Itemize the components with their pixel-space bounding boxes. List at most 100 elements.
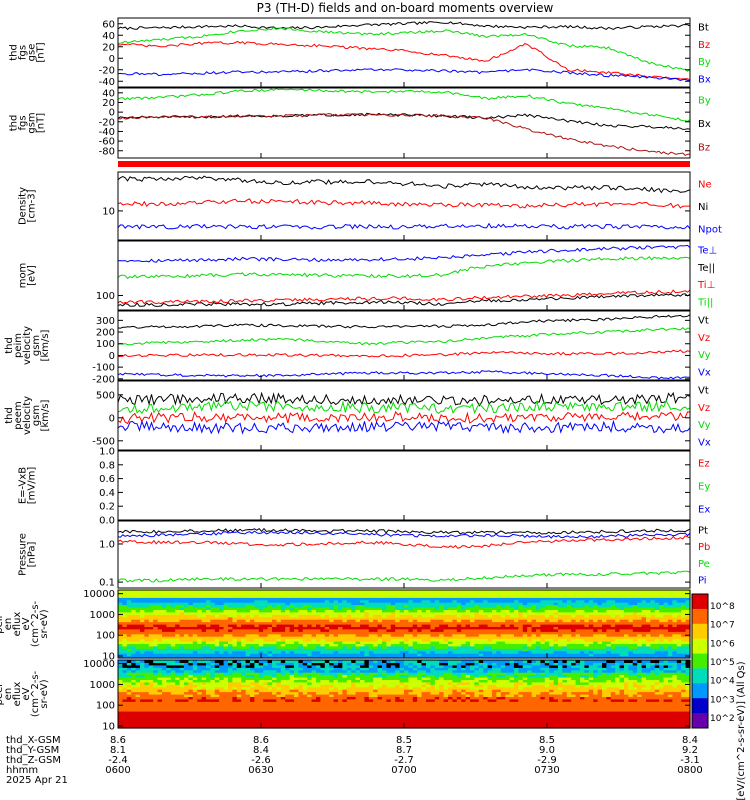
spectrogram-cell	[439, 621, 445, 625]
spectrogram-cell	[382, 650, 387, 654]
spectrogram-cell	[368, 607, 374, 610]
spectrogram-cell	[254, 669, 260, 673]
spectrogram-cell	[593, 645, 599, 649]
spectrogram-cell	[654, 594, 660, 598]
spectrogram-cell	[135, 609, 141, 613]
y-axis-label: thdpeirenefluxeV(cm^2-s-sr-eV)	[0, 600, 50, 647]
spectrogram-cell	[452, 626, 458, 630]
spectrogram-cell	[434, 653, 440, 657]
spectrogram-cell	[461, 592, 467, 596]
spectrogram-cell	[355, 614, 361, 618]
y-tick-label: -60	[99, 137, 115, 148]
spectrogram-cell	[162, 674, 167, 678]
spectrogram-cell	[434, 636, 440, 640]
spectrogram-cell	[307, 614, 313, 618]
spectrogram-cell	[307, 641, 313, 644]
spectrogram-cell	[214, 660, 220, 663]
spectrogram-cell	[492, 650, 497, 654]
spectrogram-cell	[522, 599, 528, 603]
spectrogram-cell	[624, 653, 629, 657]
spectrogram-cell	[148, 713, 154, 717]
spectrogram-cell	[166, 590, 172, 593]
spectrogram-cell	[166, 648, 172, 652]
spectrogram-cell	[131, 594, 137, 598]
spectrogram-cell	[153, 715, 159, 719]
spectrogram-cell	[250, 686, 255, 690]
spectrogram-cell	[606, 650, 612, 654]
spectrogram-cell	[654, 621, 660, 625]
spectrogram-cell	[382, 590, 387, 593]
spectrogram-cell	[681, 638, 687, 642]
y-tick-label: 20	[102, 42, 115, 53]
spectrogram-cell	[492, 607, 497, 610]
spectrogram-cell	[588, 645, 594, 649]
spectrogram-cell	[276, 597, 282, 601]
spectrogram-cell	[197, 624, 203, 627]
spectrogram-cell	[615, 594, 621, 598]
spectrogram-cell	[245, 674, 251, 678]
spectrogram-cell	[412, 594, 418, 598]
spectrogram-cell	[478, 650, 484, 654]
spectrogram-cell	[267, 607, 273, 610]
spectrogram-cell	[188, 669, 194, 673]
spectrogram-cell	[584, 633, 590, 637]
spectrogram-cell	[126, 667, 132, 671]
spectrogram-cell	[294, 720, 299, 724]
spectrogram-cell	[610, 653, 616, 657]
spectrogram-cell	[474, 597, 480, 601]
spectrogram-cell	[311, 599, 317, 603]
spectrogram-cell	[170, 602, 176, 606]
spectrogram-cell	[280, 597, 286, 601]
y-tick-label: -40	[99, 127, 115, 138]
spectrogram-cell	[245, 696, 251, 700]
spectrogram-cell	[443, 655, 449, 659]
spectrogram-cell	[302, 604, 308, 608]
spectrogram-cell	[140, 628, 145, 632]
spectrogram-cell	[250, 706, 255, 710]
spectrogram-cell	[298, 643, 304, 647]
spectrogram-cell	[492, 631, 497, 635]
spectrogram-cell	[250, 592, 255, 596]
spectrogram-cell	[201, 720, 207, 724]
spectrogram-cell	[118, 616, 123, 620]
spectrogram-cell	[170, 660, 176, 663]
spectrogram-cell	[188, 694, 194, 697]
series-Bx	[117, 112, 691, 130]
spectrogram-cell	[421, 602, 427, 606]
spectrogram-cell	[175, 592, 181, 596]
spectrogram-cell	[153, 602, 159, 606]
spectrogram-cell	[368, 621, 374, 625]
spectrogram-cell	[245, 626, 251, 630]
spectrogram-cell	[553, 597, 559, 601]
spectrogram-cell	[294, 614, 299, 618]
spectrogram-cell	[263, 711, 269, 714]
spectrogram-cell	[360, 599, 365, 603]
spectrogram-cell	[258, 694, 264, 697]
spectrogram-cell	[166, 597, 172, 601]
spectrogram-cell	[536, 648, 541, 652]
spectrogram-cell	[355, 624, 361, 627]
spectrogram-cell	[192, 667, 198, 671]
spectrogram-cell	[368, 614, 374, 618]
spectrogram-cell	[355, 597, 361, 601]
spectrogram-cell	[320, 590, 326, 593]
spectrogram-cell	[474, 614, 480, 618]
spectrogram-cell	[311, 633, 317, 637]
spectrogram-cell	[122, 631, 128, 635]
spectrogram-cell	[500, 650, 506, 654]
spectrogram-cell	[641, 641, 647, 644]
spectrogram-cell	[276, 725, 282, 729]
spectrogram-cell	[681, 619, 687, 623]
spectrogram-cell	[166, 667, 172, 671]
spectrogram-cell	[580, 628, 585, 632]
spectrogram-cell	[496, 648, 502, 652]
spectrogram-cell	[276, 636, 282, 640]
spectrogram-cell	[210, 626, 216, 630]
spectrogram-cell	[122, 592, 128, 596]
spectrogram-cell	[294, 715, 299, 719]
spectrogram-cell	[386, 592, 392, 596]
spectrogram-cell	[131, 611, 137, 615]
spectrogram-cell	[584, 621, 590, 625]
spectrogram-cell	[241, 706, 247, 710]
